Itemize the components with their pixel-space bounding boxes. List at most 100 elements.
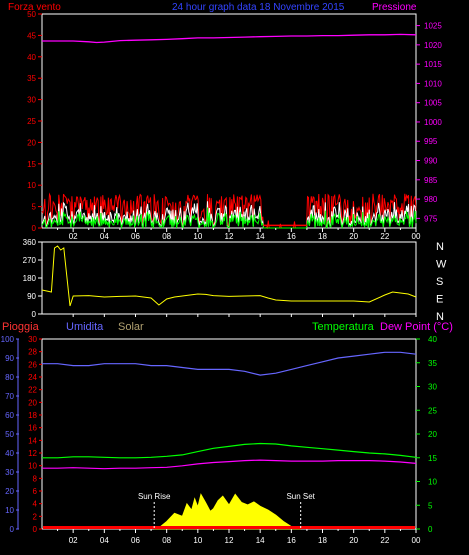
temp-axis-tick-label: 20 [428, 430, 437, 439]
panel1-x-tick-label: 08 [162, 232, 171, 241]
header-right-label: Pressione [372, 2, 417, 13]
panel3-x-tick-label: 14 [256, 536, 265, 545]
panel3-x-tick-label: 18 [318, 536, 327, 545]
pressure-axis-tick-label: 1000 [424, 118, 442, 127]
humidity-axis-tick-label: 90 [5, 354, 14, 363]
panel1-x-tick-label: 18 [318, 232, 327, 241]
legend-pioggia: Pioggia [2, 321, 40, 333]
panel1-frame [41, 13, 417, 229]
panel1-x-tick-label: 06 [131, 232, 140, 241]
rain-axis-tick-label: 26 [28, 360, 37, 369]
wind-axis-tick-label: 50 [27, 10, 36, 19]
sunrise-label: Sun Rise [138, 492, 171, 501]
sunset-label: Sun Set [286, 492, 315, 501]
direction-axis-tick-label: 0 [32, 310, 37, 319]
rain-axis-tick-label: 30 [28, 335, 37, 344]
wind-axis-tick-label: 20 [27, 138, 36, 147]
pressure-axis-tick-label: 1010 [424, 79, 442, 88]
header-left-label: Forza vento [8, 2, 61, 13]
rain-axis-tick-label: 0 [33, 525, 38, 534]
pressure-line [42, 33, 417, 44]
header-center-title: 24 hour graph data 18 Novembre 2015 [172, 2, 345, 13]
rain-axis-tick-label: 12 [28, 449, 37, 458]
humidity-axis-tick-label: 40 [5, 449, 14, 458]
pressure-axis-tick-label: 990 [424, 157, 438, 166]
wind-axis-tick-label: 25 [27, 117, 36, 126]
humidity-axis-tick-label: 0 [10, 525, 15, 534]
compass-label: S [436, 276, 443, 288]
pressure-axis-tick-label: 975 [424, 214, 438, 223]
legend-solar: Solar [118, 321, 144, 333]
temp-axis-tick-label: 35 [428, 359, 437, 368]
wind-axis-tick-label: 5 [32, 203, 37, 212]
panel3-x-tick-label: 12 [225, 536, 234, 545]
panel1-x-tick-label: 10 [193, 232, 202, 241]
dewpoint-line [42, 459, 417, 470]
humidity-axis-tick-label: 50 [5, 430, 14, 439]
panel3-x-tick-label: 08 [162, 536, 171, 545]
panel1-x-tick-label: 00 [412, 232, 421, 241]
humidity-axis-tick-label: 60 [5, 411, 14, 420]
wind-avg-line [41, 207, 417, 230]
temperature-line [42, 442, 417, 459]
panel1-x-tick-label: 02 [69, 232, 78, 241]
temp-axis-tick-label: 40 [428, 335, 437, 344]
panel3-x-tick-label: 06 [131, 536, 140, 545]
humidity-axis-tick-label: 70 [5, 392, 14, 401]
wind-direction-line [41, 245, 417, 307]
pressure-axis-tick-label: 980 [424, 195, 438, 204]
temp-axis-tick-label: 10 [428, 478, 437, 487]
wind-axis-tick-label: 30 [27, 96, 36, 105]
rain-axis-tick-label: 22 [28, 386, 37, 395]
rain-axis-tick-label: 16 [28, 424, 37, 433]
rain-axis-tick-label: 2 [33, 512, 38, 521]
humidity-line [42, 351, 417, 376]
wind-axis-tick-label: 40 [27, 53, 36, 62]
pressure-axis-tick-label: 1020 [424, 41, 442, 50]
pressure-axis-tick-label: 1015 [424, 60, 442, 69]
legend-dewpoint: Dew Point (°C) [380, 321, 453, 333]
panel3-x-tick-label: 00 [412, 536, 421, 545]
rain-axis-tick-label: 6 [33, 487, 38, 496]
pressure-axis-tick-label: 995 [424, 137, 438, 146]
rain-axis-tick-label: 24 [28, 373, 37, 382]
rain-axis-tick-label: 14 [28, 436, 37, 445]
temp-axis-tick-label: 25 [428, 406, 437, 415]
panel3-frame [41, 338, 417, 530]
panel3-x-tick-label: 22 [380, 536, 389, 545]
temp-axis-tick-label: 0 [428, 525, 433, 534]
wind-axis-tick-label: 35 [27, 74, 36, 83]
panel1-x-tick-label: 04 [100, 232, 109, 241]
rain-axis-tick-label: 18 [28, 411, 37, 420]
compass-label: W [436, 259, 447, 271]
pressure-axis-tick-label: 985 [424, 176, 438, 185]
rain-axis-tick-label: 4 [33, 500, 38, 509]
panel1-x-tick-label: 14 [256, 232, 265, 241]
direction-axis-tick-label: 180 [23, 274, 37, 283]
panel1-x-tick-label: 16 [287, 232, 296, 241]
legend-temperatura: Temperatura [312, 321, 375, 333]
direction-axis-tick-label: 360 [23, 238, 37, 247]
wind-axis-tick-label: 15 [27, 160, 36, 169]
temp-axis-tick-label: 30 [428, 383, 437, 392]
rain-baseline [43, 526, 415, 529]
rain-axis-tick-label: 20 [28, 398, 37, 407]
humidity-axis-tick-label: 80 [5, 373, 14, 382]
temp-axis-tick-label: 15 [428, 454, 437, 463]
humidity-axis-tick-label: 30 [5, 468, 14, 477]
temp-axis-tick-label: 5 [428, 501, 433, 510]
rain-axis-tick-label: 28 [28, 348, 37, 357]
panel1-x-tick-label: 22 [380, 232, 389, 241]
pressure-axis-tick-label: 1005 [424, 99, 442, 108]
compass-label: N [436, 311, 444, 323]
humidity-axis-tick-label: 20 [5, 487, 14, 496]
compass-label: N [436, 241, 444, 253]
humidity-axis-tick-label: 10 [5, 506, 14, 515]
direction-axis-tick-label: 270 [23, 256, 37, 265]
panel2-frame [41, 241, 417, 315]
compass-label: E [436, 294, 443, 306]
rain-axis-tick-label: 10 [28, 462, 37, 471]
wind-axis-tick-label: 0 [32, 224, 37, 233]
wind-axis-tick-label: 45 [27, 31, 36, 40]
